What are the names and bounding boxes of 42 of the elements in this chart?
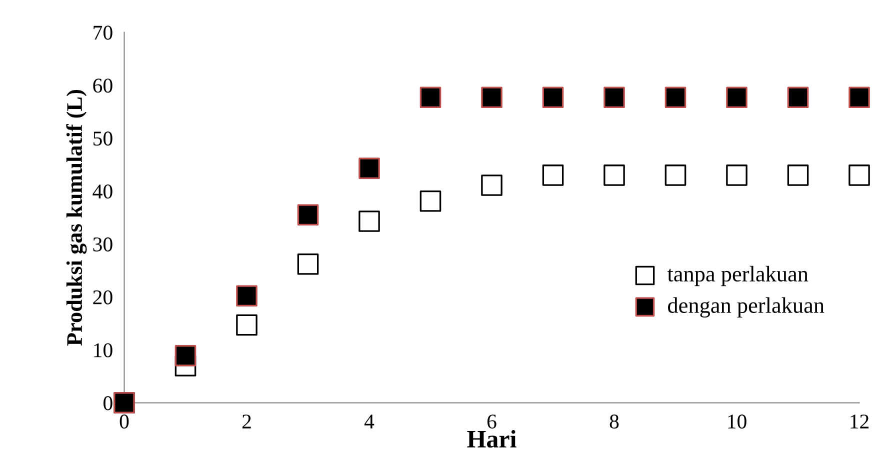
- point: [787, 86, 809, 108]
- point: [358, 210, 380, 232]
- point: [297, 253, 319, 275]
- y-tick-label: 20: [93, 290, 112, 304]
- x-tick-label: 10: [728, 414, 746, 429]
- point: [481, 86, 502, 108]
- x-tick-label: 0: [120, 414, 129, 429]
- point: [358, 158, 380, 179]
- point: [542, 164, 564, 186]
- y-tick-label: 10: [94, 343, 112, 358]
- point: [420, 86, 442, 108]
- legend-label: tanpa perlakuan: [667, 266, 808, 286]
- point: [481, 174, 502, 196]
- x-tick-label: 2: [242, 414, 251, 428]
- point: [664, 164, 686, 186]
- point: [236, 285, 258, 307]
- point: [236, 314, 258, 336]
- point: [848, 164, 870, 186]
- point: [604, 164, 625, 186]
- y-tick-label: 60: [93, 78, 112, 93]
- point: [787, 164, 809, 186]
- point: [297, 204, 319, 226]
- legend-label: dengan perlakuan: [668, 297, 824, 318]
- x-tick-label: 4: [364, 414, 374, 428]
- y-tick-label: 30: [93, 237, 112, 252]
- point: [726, 164, 748, 186]
- y-tick-label: 50: [94, 132, 112, 146]
- point: [664, 86, 686, 108]
- point: [726, 86, 748, 108]
- point: [604, 86, 625, 108]
- point: [542, 86, 564, 108]
- x-tick-label: 12: [850, 414, 869, 428]
- x-axis-title: Hari: [467, 430, 516, 448]
- y-tick-label: 0: [104, 396, 112, 410]
- point: [420, 190, 442, 212]
- x-tick-label: 8: [610, 414, 619, 429]
- y-tick-label: 40: [92, 184, 112, 199]
- point: [848, 86, 870, 108]
- point: [174, 345, 196, 366]
- y-tick-label: 70: [94, 26, 112, 40]
- x-tick-label: 6: [487, 414, 496, 429]
- y-axis-title: Produksi gas kumulatif (L): [66, 90, 87, 346]
